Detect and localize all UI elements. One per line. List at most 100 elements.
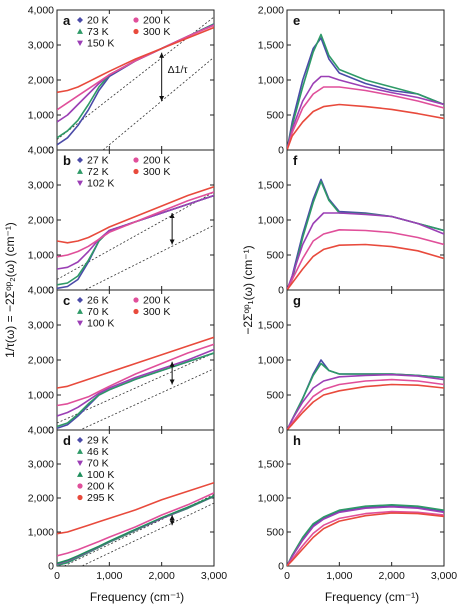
legend-entry: 300 K: [143, 306, 170, 318]
series-line: [287, 512, 444, 566]
legend-entry: 46 K: [87, 446, 109, 458]
series-line: [287, 383, 444, 430]
panel-label: g: [293, 293, 301, 308]
legend-marker: [77, 28, 83, 34]
y-tick-label: 0: [278, 285, 284, 297]
x-tick-label: 1,000: [326, 570, 352, 582]
legend-entry: 102 K: [87, 178, 114, 190]
y-tick-label: 2,000: [258, 5, 284, 17]
arrow-head-up: [159, 52, 165, 58]
y-tick-label: 2,000: [28, 493, 54, 505]
y-tick-label: 1,000: [258, 215, 284, 227]
panel-label: a: [63, 13, 71, 28]
legend-marker: [133, 168, 139, 175]
y-tick-label: 0: [48, 425, 54, 437]
series-line: [57, 343, 214, 407]
legend-marker: [77, 437, 83, 443]
legend-entry: 72 K: [87, 166, 109, 178]
series-line: [287, 510, 444, 566]
legend-marker: [77, 308, 83, 314]
y-tick-label: 1,000: [258, 493, 284, 505]
arrow-head-down: [169, 379, 175, 385]
y-tick-label: 0: [48, 145, 54, 157]
series-line: [287, 33, 444, 150]
series-line: [287, 503, 444, 566]
legend-marker: [133, 17, 139, 23]
legend-entry: 300 K: [143, 26, 170, 38]
arrow-head-up: [169, 515, 175, 520]
series-line: [287, 362, 444, 430]
y-tick-label: 1,000: [258, 355, 284, 367]
y-tick-label: 500: [266, 110, 284, 122]
legend-entry: 100 K: [87, 469, 114, 481]
series-line: [57, 352, 214, 428]
y-tick-label: 500: [266, 527, 284, 539]
plot-area: [287, 503, 444, 566]
y-tick-label: 0: [278, 145, 284, 157]
y-tick-label: 4,000: [28, 285, 54, 297]
panel-label: c: [63, 293, 70, 308]
series-line: [57, 481, 214, 535]
plot-area: [287, 359, 444, 430]
y-tick-label: 1,500: [258, 40, 284, 52]
y-tick-label: 0: [278, 561, 284, 573]
legend-entry: 295 K: [87, 492, 114, 504]
legend-entry: 29 K: [87, 435, 109, 447]
legend-entry: 150 K: [87, 38, 114, 50]
plot-area: [57, 481, 214, 566]
x-tick-label: 3,000: [431, 570, 457, 582]
series-line: [287, 243, 444, 290]
series-line: [287, 86, 444, 150]
series-line: [57, 492, 214, 557]
y-tick-label: 4,000: [28, 145, 54, 157]
legend-marker: [133, 297, 139, 303]
series-line: [57, 24, 214, 111]
legend-marker: [77, 483, 83, 489]
plot-frame: [286, 429, 445, 567]
legend-marker: [77, 448, 83, 454]
y-tick-label: 4,000: [28, 5, 54, 17]
y-tick-label: 1,000: [28, 110, 54, 122]
y-tick-label: 4,000: [28, 425, 54, 437]
plot-area: [287, 33, 444, 150]
panel-g: 0 500 1,000 1,500 g: [258, 289, 445, 437]
legend-marker: [77, 460, 83, 466]
arrow-head-down: [169, 239, 175, 245]
right-y-axis-title: −2Σᵒᵖ₁(ω) (cm⁻¹): [241, 245, 255, 334]
panel-e: 0 500 1,000 1,500 2,000 e: [258, 5, 445, 157]
y-tick-label: 3,000: [28, 40, 54, 52]
y-tick-label: 3,000: [28, 459, 54, 471]
legend-entry: 300 K: [143, 166, 170, 178]
series-line: [287, 505, 444, 566]
series-line: [287, 229, 444, 290]
series-line: [287, 212, 444, 290]
series-line: [287, 178, 444, 290]
legend-entry: 200 K: [143, 295, 170, 307]
legend-entry: 70 K: [87, 306, 109, 318]
legend-marker: [133, 308, 139, 315]
series-line: [287, 359, 444, 430]
series-line: [57, 23, 214, 123]
x-tick-label: 0: [284, 570, 290, 582]
legend-entry: 73 K: [87, 26, 109, 38]
panel-f: 0 500 1,000 1,500 f: [258, 149, 445, 297]
arrow-head-up: [169, 213, 175, 218]
plot-area: [57, 336, 214, 430]
legend-marker: [133, 157, 139, 163]
series-line: [57, 26, 214, 94]
y-tick-label: 2,000: [28, 355, 54, 367]
y-tick-label: 500: [266, 390, 284, 402]
plot-area: [57, 16, 214, 150]
x-tick-label: 2,000: [379, 570, 405, 582]
panel-h: 0 500 1,000 1,500 0 1,000 2,000 3,000 h: [258, 429, 457, 582]
panel-label: e: [293, 13, 300, 28]
plot-area: [287, 178, 444, 290]
legend-marker: [77, 17, 83, 23]
series-line: [57, 191, 214, 258]
y-tick-label: 1,500: [258, 180, 284, 192]
plot-frame: [286, 149, 445, 291]
